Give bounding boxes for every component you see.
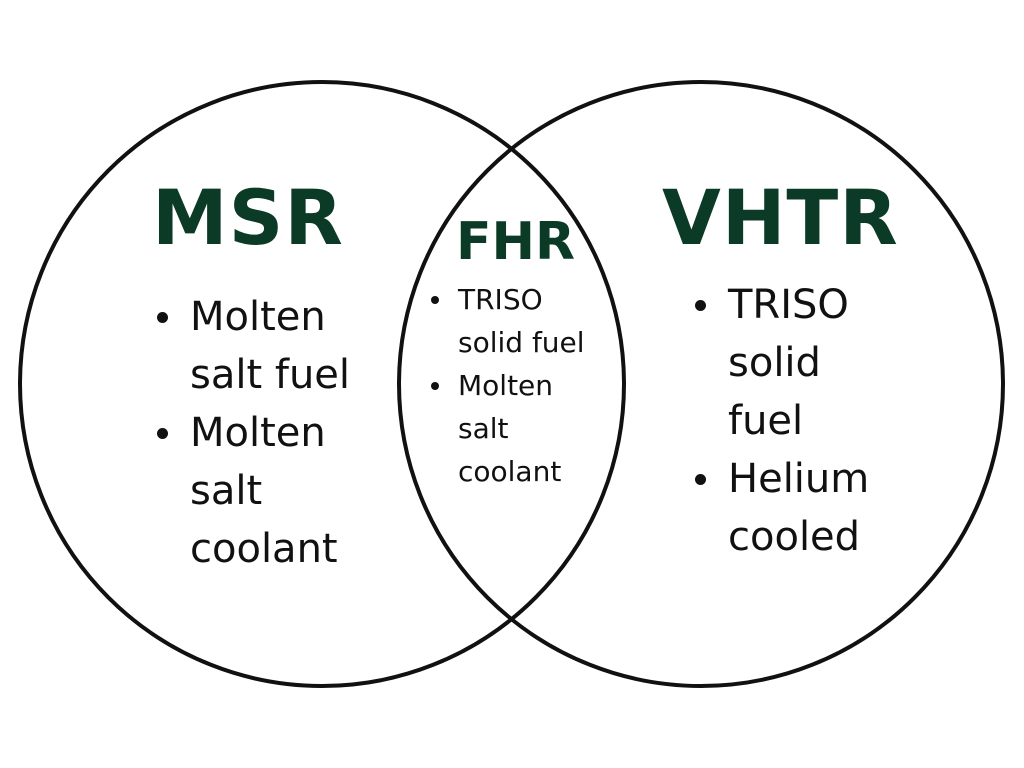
fhr-title: FHR — [456, 212, 576, 272]
msr-list: Molten salt fuel Molten salt coolant — [157, 288, 390, 578]
vhtr-item-1: TRISO solid fuel — [695, 276, 898, 450]
msr-item-2: Molten salt coolant — [157, 404, 390, 578]
fhr-list: TRISO solid fuel Molten salt coolant — [431, 278, 588, 493]
msr-item-1: Molten salt fuel — [157, 288, 390, 404]
vhtr-title: VHTR — [662, 173, 899, 262]
vhtr-item-2: Helium cooled — [695, 450, 898, 566]
msr-title: MSR — [152, 173, 344, 262]
fhr-item-2: Molten salt coolant — [431, 364, 588, 493]
msr-circle — [18, 80, 626, 688]
vhtr-list: TRISO solid fuel Helium cooled — [695, 276, 898, 566]
fhr-item-1: TRISO solid fuel — [431, 278, 588, 364]
vhtr-circle — [397, 80, 1005, 688]
